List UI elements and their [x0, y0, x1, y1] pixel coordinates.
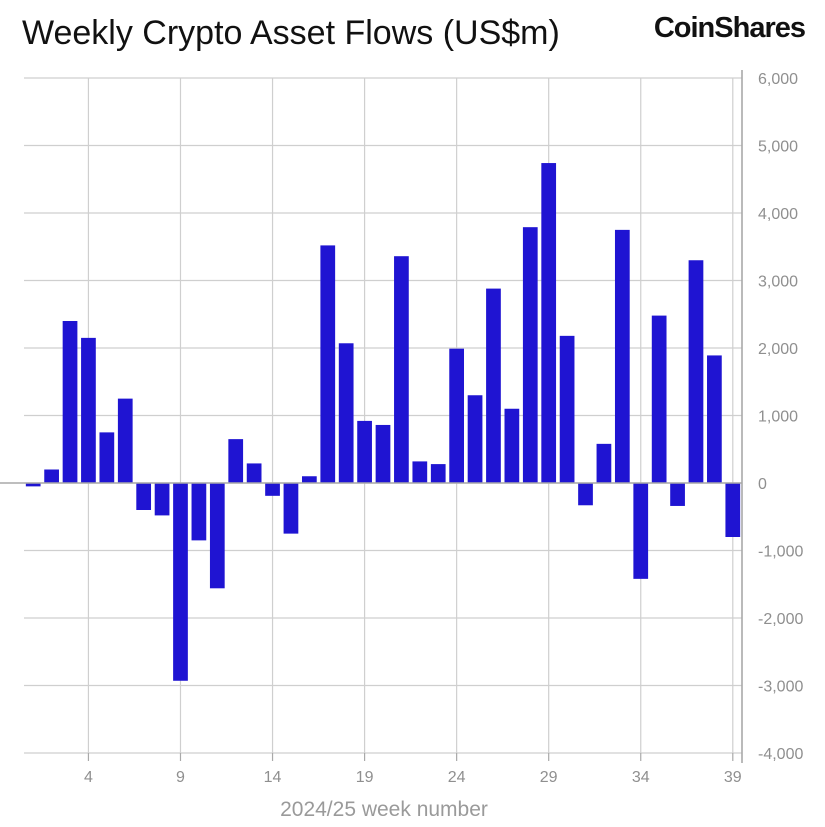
bar-week-4	[81, 337, 96, 483]
bars	[25, 163, 741, 681]
bar-week-1	[25, 483, 41, 487]
bar-week-7	[136, 483, 152, 510]
x-tick-label: 29	[540, 769, 558, 786]
bar-week-3	[62, 321, 78, 483]
bar-week-15	[283, 483, 299, 534]
bar-week-11	[209, 483, 225, 589]
bar-week-2	[44, 469, 59, 483]
bar-week-25	[467, 395, 483, 483]
bar-week-8	[154, 483, 170, 516]
y-tick-label: 4,000	[758, 206, 798, 223]
x-tick-label: 14	[264, 769, 282, 786]
bar-week-33	[614, 229, 630, 483]
bar-week-24	[449, 348, 465, 483]
y-tick-label: -1,000	[758, 544, 803, 561]
x-tick-label: 24	[448, 769, 466, 786]
y-tick-label: -3,000	[758, 679, 803, 696]
bar-week-30	[559, 335, 575, 483]
y-tick-label: 2,000	[758, 341, 798, 358]
bar-week-38	[707, 355, 722, 483]
axes	[0, 70, 743, 763]
bar-week-13	[246, 463, 262, 483]
bar-week-10	[191, 483, 207, 541]
bar-week-21	[394, 256, 409, 483]
bar-week-17	[320, 245, 336, 483]
bar-week-32	[596, 443, 612, 483]
bar-week-39	[725, 483, 741, 537]
x-tick-label: 4	[84, 769, 93, 786]
bar-week-22	[412, 461, 428, 483]
bar-week-37	[688, 260, 704, 483]
bar-week-12	[228, 439, 244, 483]
y-tick-labels: 6,000 5,000 4,000 3,000 2,000 1,000 0 -1,000 -2,…	[758, 71, 803, 763]
bar-week-36	[670, 483, 685, 506]
x-axis-label: 2024/25 week number	[280, 798, 488, 821]
y-tick-label: 5,000	[758, 139, 798, 156]
bar-week-5	[99, 432, 115, 483]
bar-week-9	[173, 483, 188, 681]
bar-week-26	[486, 288, 501, 483]
x-tick-labels: 4 9 14 19 24 29 34 39	[84, 769, 742, 786]
bar-week-27	[504, 408, 520, 483]
y-tick-label: -2,000	[758, 611, 803, 628]
x-tick-label: 19	[356, 769, 374, 786]
bar-week-31	[578, 483, 593, 506]
brand-logo: CoinShares	[653, 12, 806, 44]
chart-title: Weekly Crypto Asset Flows (US$m)	[22, 14, 560, 52]
bar-week-28	[522, 227, 538, 483]
bar-week-19	[357, 420, 372, 483]
y-tick-label: 1,000	[758, 409, 798, 426]
x-tick-label: 9	[176, 769, 185, 786]
x-tick-label: 39	[724, 769, 742, 786]
y-tick-label: -4,000	[758, 746, 803, 763]
bar-week-35	[651, 315, 667, 483]
bar-week-18	[338, 343, 354, 483]
bar-week-20	[375, 424, 391, 483]
bar-week-14	[265, 483, 280, 496]
y-tick-label: 3,000	[758, 274, 798, 291]
y-tick-label: 0	[758, 476, 767, 493]
bar-week-29	[541, 163, 557, 484]
bar-week-34	[633, 483, 649, 579]
bar-week-6	[117, 398, 133, 483]
y-tick-label: 6,000	[758, 71, 798, 88]
x-tick-label: 34	[632, 769, 650, 786]
bar-week-16	[301, 476, 317, 483]
bar-week-23	[430, 464, 446, 483]
